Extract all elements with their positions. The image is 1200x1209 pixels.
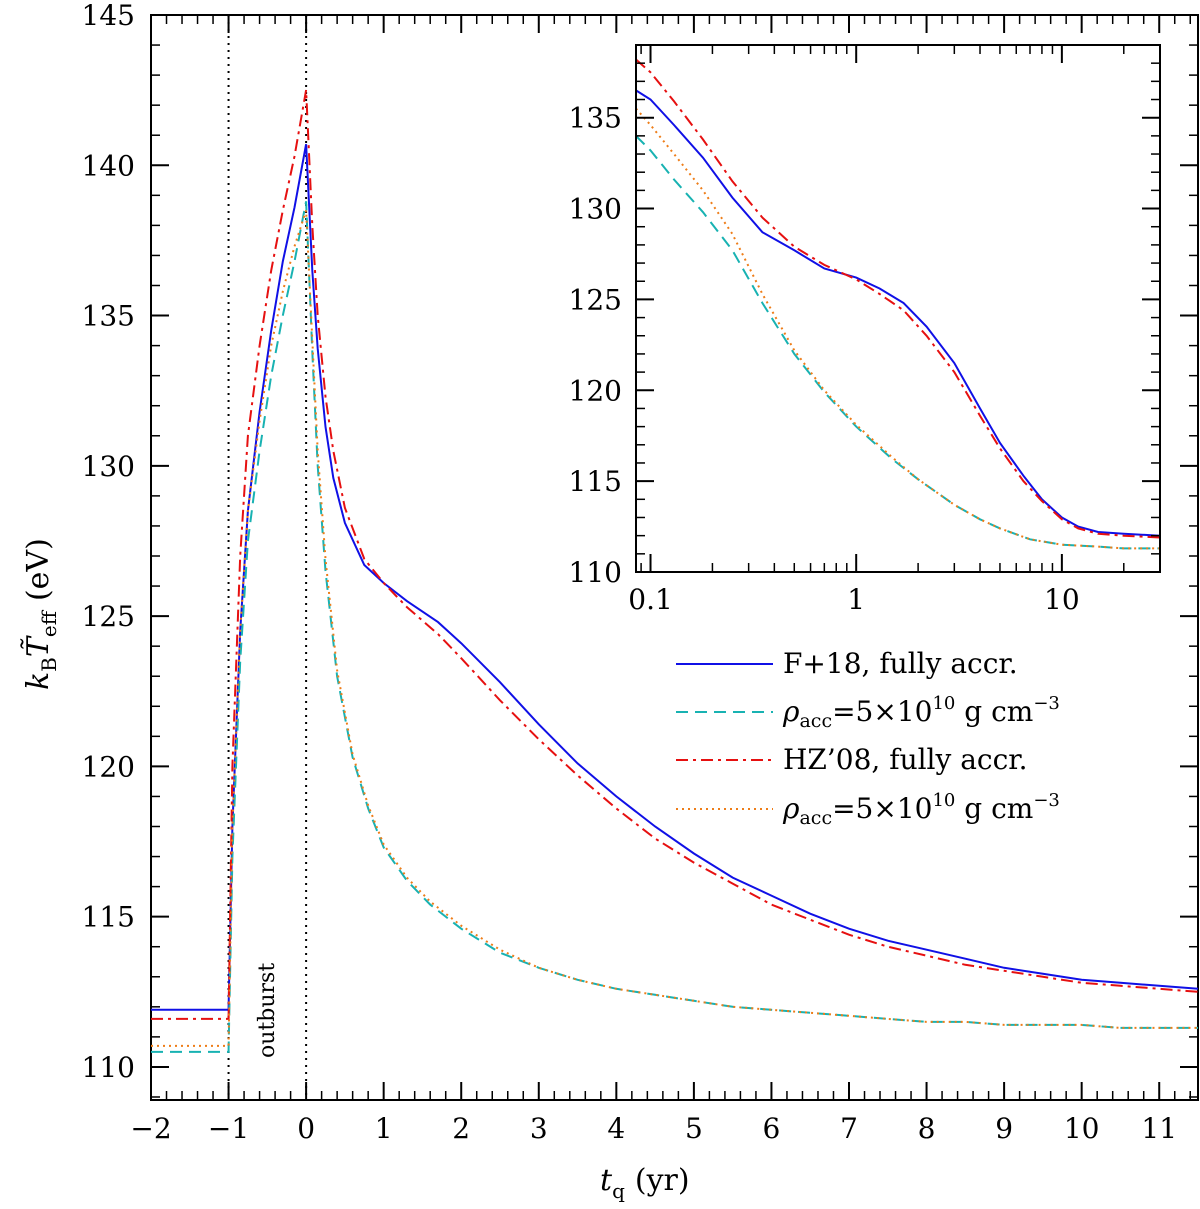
- x-tick-label: −2: [130, 1112, 171, 1145]
- series-line-f18_full: [151, 144, 1199, 1011]
- x-tick-label: 8: [918, 1112, 936, 1145]
- y-tick-label: 125: [82, 600, 135, 633]
- y-tick-label: 140: [82, 149, 135, 182]
- main-y-tick-labels: 110 115 120 125 130 135 140 145: [82, 0, 135, 1084]
- inset-x-tick-label: 1: [847, 583, 865, 616]
- x-tick-label: 11: [1141, 1112, 1177, 1145]
- inset-y-tick-label: 125: [569, 283, 622, 316]
- x-tick-label: 3: [530, 1112, 548, 1145]
- inset-y-tick-labels: 110 115 120 125 130 135: [569, 102, 622, 589]
- legend-label-hz08-partial: ρacc=5×1010 g cm−3: [782, 790, 1060, 829]
- x-tick-label: 4: [607, 1112, 625, 1145]
- legend-label-hz08-full: HZ’08, fully accr.: [783, 743, 1028, 776]
- inset-axis-ticks: [636, 45, 1161, 573]
- y-tick-label: 130: [82, 450, 135, 483]
- x-tick-label: 5: [685, 1112, 703, 1145]
- inset-series-group: [635, 58, 1161, 550]
- y-axis-title: kBT̃eff(eV): [21, 538, 61, 690]
- inset-y-tick-label: 130: [569, 193, 622, 226]
- inset-series-line-f18_full: [635, 89, 1161, 537]
- outburst-annotation: outburst: [255, 963, 280, 1058]
- x-tick-label: 2: [452, 1112, 470, 1145]
- x-axis-title: tq (yr): [600, 1163, 690, 1203]
- inset-y-tick-label: 115: [569, 465, 622, 498]
- x-tick-label: 1: [375, 1112, 393, 1145]
- inset-x-tick-label: 10: [1044, 583, 1080, 616]
- inset-background: [636, 45, 1160, 572]
- x-tick-label: 10: [1064, 1112, 1100, 1145]
- y-tick-label: 120: [82, 750, 135, 783]
- x-tick-label: 7: [840, 1112, 858, 1145]
- x-tick-label: 0: [297, 1112, 315, 1145]
- y-tick-label: 135: [82, 300, 135, 333]
- legend: F+18, fully accr. ρacc=5×1010 g cm−3 HZ’…: [676, 647, 1060, 829]
- inset-series-line-hz08_full: [635, 58, 1161, 539]
- inset-y-tick-label: 110: [569, 556, 622, 589]
- main-plot-frame: [150, 14, 1199, 1101]
- x-tick-label: 9: [995, 1112, 1013, 1145]
- series-line-hz08_full: [151, 89, 1199, 1020]
- legend-label-f18-full: F+18, fully accr.: [783, 647, 1018, 680]
- inset-y-tick-label: 120: [569, 374, 622, 407]
- x-tick-label: 6: [763, 1112, 781, 1145]
- y-tick-label: 145: [82, 0, 135, 32]
- inset-y-tick-label: 135: [569, 102, 622, 135]
- inset-x-tick-label: 0.1: [628, 583, 673, 616]
- y-tick-label: 115: [82, 901, 135, 934]
- legend-label-f18-partial: ρacc=5×1010 g cm−3: [782, 693, 1060, 732]
- outburst-boundary-lines: [227, 15, 308, 1100]
- main-series-group: [151, 89, 1199, 1053]
- main-axis-ticks: [150, 14, 1198, 1100]
- x-tick-label: −1: [208, 1112, 249, 1145]
- inset-plot-frame: [635, 44, 1161, 573]
- inset-x-tick-labels: 0.1 1 10: [628, 583, 1079, 616]
- main-x-tick-labels: −2 −1 0 1 2 3 4 5 6 7 8 9 10 11: [130, 1112, 1177, 1145]
- series-line-f18_partial: [151, 201, 1198, 1053]
- y-tick-label: 110: [82, 1051, 135, 1084]
- inset-series-line-f18_partial: [635, 135, 1160, 550]
